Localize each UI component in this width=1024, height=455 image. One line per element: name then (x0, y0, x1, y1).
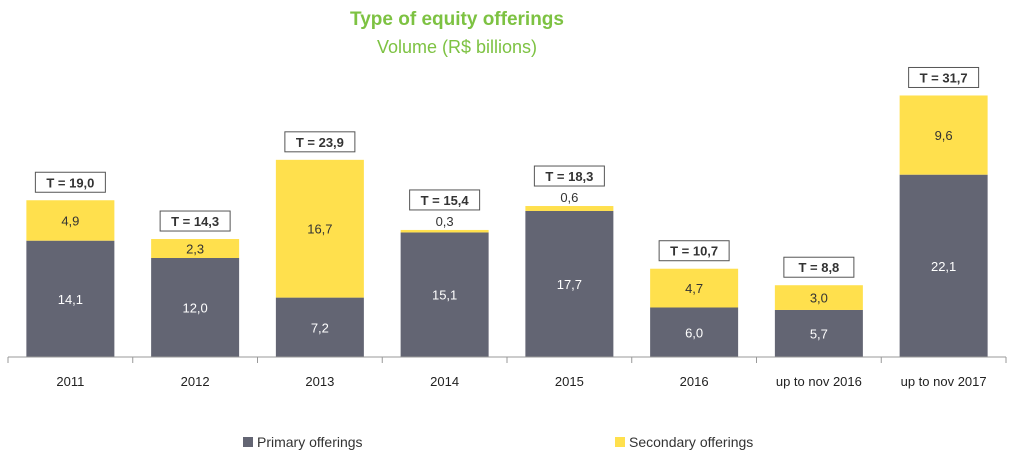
x-tick-label: 2013 (305, 374, 334, 389)
value-label-secondary: 4,9 (61, 213, 79, 228)
total-label: T = 15,4 (421, 193, 470, 208)
bar-secondary (899, 95, 988, 175)
x-tick-label: 2012 (181, 374, 210, 389)
bar-secondary (151, 239, 240, 258)
legend-label-primary: Primary offerings (257, 434, 363, 450)
value-label-secondary: 4,7 (685, 281, 703, 296)
value-label-secondary: 2,3 (186, 242, 204, 257)
total-label: T = 23,9 (296, 135, 344, 150)
total-box (533, 165, 605, 187)
value-label-primary: 5,7 (810, 326, 828, 341)
legend-swatch-primary (243, 437, 253, 447)
value-label-secondary: 0,3 (436, 214, 454, 229)
value-label-primary: 17,7 (557, 277, 582, 292)
bar-primary (899, 174, 988, 357)
x-tick-label: 2014 (430, 374, 459, 389)
total-label: T = 10,7 (670, 244, 718, 259)
x-axis-labels: 2011 2012 2013 2014 2015 2016 up to nov 2016 up… (56, 374, 986, 389)
value-label-primary: 15,1 (432, 288, 457, 303)
total-label: T = 19,0 (46, 175, 94, 190)
x-tick-label: 2016 (680, 374, 709, 389)
x-tick-label: up to nov 2016 (776, 374, 862, 389)
x-tick-label: 2011 (56, 374, 84, 389)
bar-primary (275, 297, 364, 357)
value-label-primary: 12,0 (182, 301, 207, 316)
chart-subtitle: Volume (R$ billions) (377, 37, 537, 57)
total-box (284, 131, 356, 153)
legend-label-secondary: Secondary offerings (629, 434, 753, 450)
x-axis-ticks (7, 357, 1007, 363)
value-label-secondary: 16,7 (307, 222, 332, 237)
total-label: T = 8,8 (798, 260, 839, 275)
value-label-primary: 22,1 (931, 259, 956, 274)
bar-secondary (275, 159, 364, 298)
bar-primary (650, 307, 739, 357)
value-label-secondary: 9,6 (935, 128, 953, 143)
bar-secondary (774, 285, 863, 310)
total-box (658, 240, 730, 262)
bar-primary (26, 240, 115, 357)
bar-primary (525, 210, 614, 357)
total-box (34, 171, 106, 193)
value-label-primary: 7,2 (311, 320, 329, 335)
value-label-primary: 14,1 (58, 292, 83, 307)
bars-group: 14,1 4,9 T = 19,0 12,0 2,3 T = 14,3 7,2 16,7 T =… (26, 66, 988, 357)
total-label: T = 31,7 (920, 70, 968, 85)
bar-secondary (26, 200, 115, 241)
value-label-primary: 6,0 (685, 325, 703, 340)
legend-swatch-secondary (615, 437, 625, 447)
bar-primary (774, 309, 863, 357)
bar-secondary (650, 268, 739, 308)
bar-secondary (400, 229, 489, 233)
bar-secondary (525, 206, 614, 211)
total-box (409, 189, 481, 211)
legend: Primary offerings Secondary offerings (243, 434, 753, 450)
chart-title: Type of equity offerings (350, 9, 564, 30)
value-label-secondary: 3,0 (810, 291, 828, 306)
total-label: T = 18,3 (545, 169, 593, 184)
value-label-secondary: 0,6 (560, 190, 578, 205)
x-tick-label: 2015 (555, 374, 584, 389)
total-label: T = 14,3 (171, 214, 219, 229)
total-box (783, 256, 855, 278)
total-box (908, 66, 980, 88)
x-tick-label: up to nov 2017 (901, 374, 987, 389)
bar-primary (151, 258, 240, 357)
total-box (159, 210, 231, 232)
bar-primary (400, 232, 489, 357)
